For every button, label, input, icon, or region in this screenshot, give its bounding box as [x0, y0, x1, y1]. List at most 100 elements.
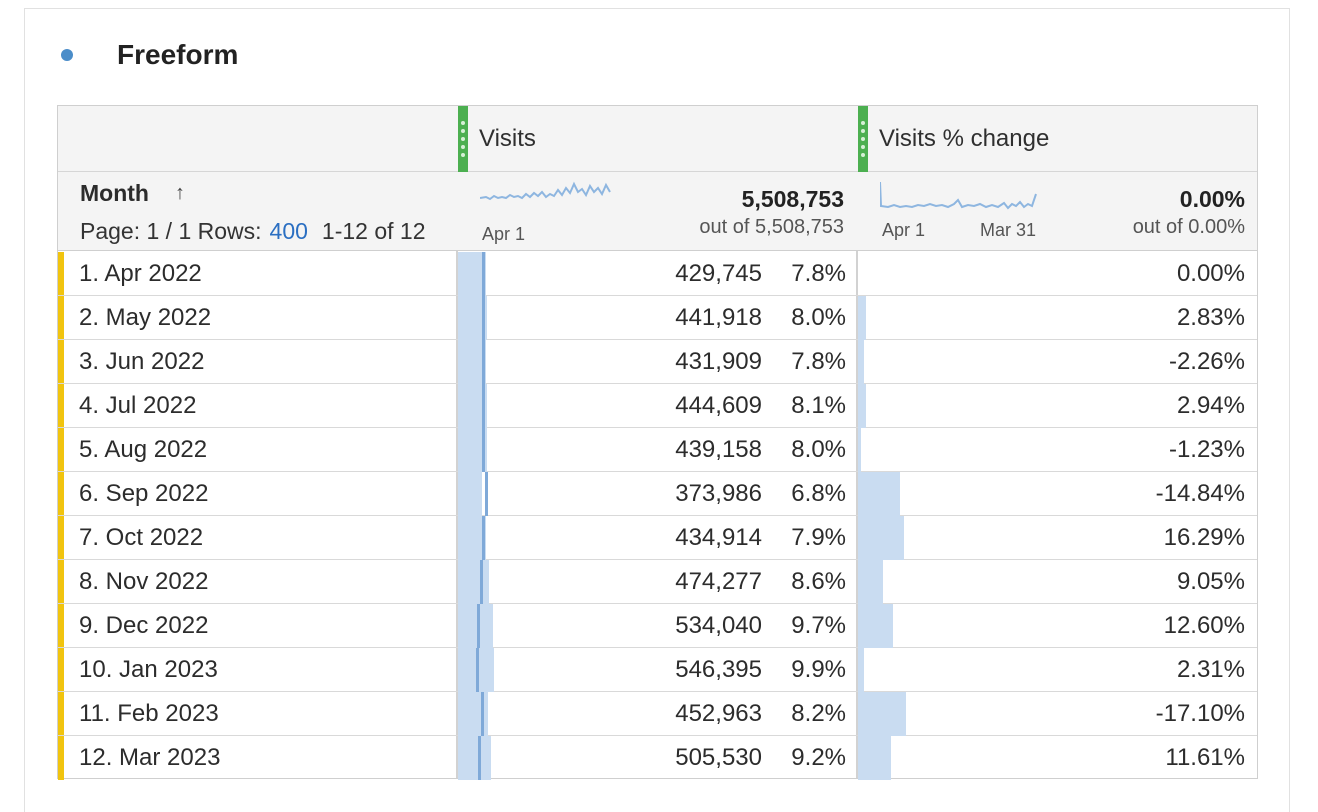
table-row[interactable]: 8. Nov 2022 474,277 8.6% 9.05% — [58, 560, 1257, 604]
change-spark-start-label: Apr 1 — [882, 220, 926, 240]
row-accent-bar — [58, 384, 64, 427]
row-month-label[interactable]: 9. Dec 2022 — [79, 612, 209, 639]
visits-change-value: -14.84% — [1155, 480, 1245, 507]
visits-share-bar — [458, 340, 486, 384]
visits-change-value: 0.00% — [1176, 260, 1245, 287]
visits-trend-tick — [480, 560, 483, 604]
table-row[interactable]: 1. Apr 2022 429,745 7.8% 0.00% — [58, 252, 1257, 296]
table-row[interactable]: 3. Jun 2022 431,909 7.8% -2.26% — [58, 340, 1257, 384]
visits-sparkline — [480, 181, 611, 201]
row-accent-bar — [58, 604, 64, 647]
visits-change-bar — [858, 560, 883, 604]
visits-change-value: 12.60% — [1163, 612, 1245, 639]
dimension-header[interactable]: Month ↑ — [80, 180, 185, 207]
drag-handle-icon[interactable] — [458, 106, 468, 172]
visits-share-value: 7.8% — [791, 348, 846, 375]
visits-trend-tick — [485, 472, 488, 516]
visits-change-value: -1.23% — [1168, 436, 1245, 463]
visits-change-bar — [858, 604, 893, 648]
visits-trend-tick — [482, 296, 485, 340]
row-accent-bar — [58, 648, 64, 691]
visits-value: 439,158 — [675, 436, 762, 463]
rows-per-page-link[interactable]: 400 — [269, 218, 308, 244]
visits-change-out-of: out of 0.00% — [1132, 216, 1245, 238]
visits-share-value: 8.2% — [791, 700, 846, 727]
row-month-label[interactable]: 8. Nov 2022 — [79, 568, 209, 595]
visits-share-value: 9.9% — [791, 656, 846, 683]
visits-change-bar — [858, 692, 906, 736]
table-row[interactable]: 7. Oct 2022 434,914 7.9% 16.29% — [58, 516, 1257, 560]
visits-change-value: -2.26% — [1168, 348, 1245, 375]
table-row[interactable]: 11. Feb 2023 452,963 8.2% -17.10% — [58, 692, 1257, 736]
visits-spark-start-label: Apr 1 — [482, 224, 526, 244]
table-row[interactable]: 5. Aug 2022 439,158 8.0% -1.23% — [58, 428, 1257, 472]
visits-value: 505,530 — [675, 744, 762, 771]
row-month-label[interactable]: 1. Apr 2022 — [79, 260, 202, 287]
row-accent-bar — [58, 516, 64, 559]
visits-value: 434,914 — [675, 524, 762, 551]
visits-change-value: 2.83% — [1176, 304, 1245, 331]
visits-value: 546,395 — [675, 656, 762, 683]
visits-share-bar — [458, 560, 489, 604]
visits-value: 452,963 — [675, 700, 762, 727]
row-month-label[interactable]: 12. Mar 2023 — [79, 744, 221, 771]
row-month-label[interactable]: 5. Aug 2022 — [79, 436, 208, 463]
visits-value: 429,745 — [675, 260, 762, 287]
visits-value: 474,277 — [675, 568, 762, 595]
column-divider — [856, 106, 858, 778]
dimension-title: Month — [80, 180, 149, 206]
table-row[interactable]: 6. Sep 2022 373,986 6.8% -14.84% — [58, 472, 1257, 516]
row-month-label[interactable]: 3. Jun 2022 — [79, 348, 205, 375]
table-row[interactable]: 12. Mar 2023 505,530 9.2% 11.61% — [58, 736, 1257, 780]
visits-change-value: 9.05% — [1176, 568, 1245, 595]
row-month-label[interactable]: 11. Feb 2023 — [79, 700, 219, 727]
visits-change-bar — [858, 648, 864, 692]
table-row[interactable]: 10. Jan 2023 546,395 9.9% 2.31% — [58, 648, 1257, 692]
visits-value: 441,918 — [675, 304, 762, 331]
freeform-panel: Freeform Visits Visits % change Month ↑ … — [24, 8, 1290, 812]
visits-change-bar — [858, 428, 861, 472]
visits-change-bar — [858, 296, 866, 340]
visits-change-value: 2.94% — [1176, 392, 1245, 419]
visits-trend-tick — [482, 340, 485, 384]
visits-change-total: 0.00% — [1179, 186, 1245, 212]
arrow-up-icon[interactable]: ↑ — [174, 182, 185, 204]
visits-share-bar — [458, 516, 486, 560]
column-divider — [456, 106, 458, 778]
visits-value: 431,909 — [675, 348, 762, 375]
row-month-label[interactable]: 6. Sep 2022 — [79, 480, 209, 507]
change-spark-end-label: Mar 31 — [980, 220, 1037, 240]
visits-share-bar — [458, 472, 482, 516]
visits-value: 444,609 — [675, 392, 762, 419]
visits-value: 373,986 — [675, 480, 762, 507]
visits-change-summary: Apr 1 Mar 31 0.00% out of 0.00% — [858, 172, 1257, 251]
visits-change-bar — [858, 340, 864, 384]
visits-trend-tick — [482, 252, 485, 296]
row-accent-bar — [58, 296, 64, 339]
visits-share-value: 9.2% — [791, 744, 846, 771]
visits-out-of: out of 5,508,753 — [699, 216, 844, 238]
visits-share-value: 8.0% — [791, 304, 846, 331]
row-accent-bar — [58, 692, 64, 735]
visits-change-column-header[interactable]: Visits % change — [858, 106, 1257, 172]
row-month-label[interactable]: 7. Oct 2022 — [79, 524, 204, 551]
row-month-label[interactable]: 4. Jul 2022 — [79, 392, 197, 419]
panel-status-dot — [61, 49, 73, 61]
visits-share-value: 8.6% — [791, 568, 846, 595]
visits-column-header[interactable]: Visits — [458, 106, 856, 172]
row-month-label[interactable]: 2. May 2022 — [79, 304, 212, 331]
row-accent-bar — [58, 340, 64, 383]
visits-trend-tick — [478, 736, 481, 780]
drag-handle-icon[interactable] — [858, 106, 868, 172]
visits-change-bar — [858, 472, 900, 516]
table-row[interactable]: 4. Jul 2022 444,609 8.1% 2.94% — [58, 384, 1257, 428]
table-row[interactable]: 9. Dec 2022 534,040 9.7% 12.60% — [58, 604, 1257, 648]
visits-share-bar — [458, 252, 486, 296]
row-accent-bar — [58, 472, 64, 515]
visits-summary: Apr 1 5,508,753 out of 5,508,753 — [458, 172, 856, 251]
table-row[interactable]: 2. May 2022 441,918 8.0% 2.83% — [58, 296, 1257, 340]
summary-row: Month ↑ Page: 1 / 1 Rows: 400 1-12 of 12 A… — [58, 172, 1257, 251]
visits-value: 534,040 — [675, 612, 762, 639]
row-month-label[interactable]: 10. Jan 2023 — [79, 656, 218, 683]
panel-header: Freeform — [61, 39, 238, 71]
